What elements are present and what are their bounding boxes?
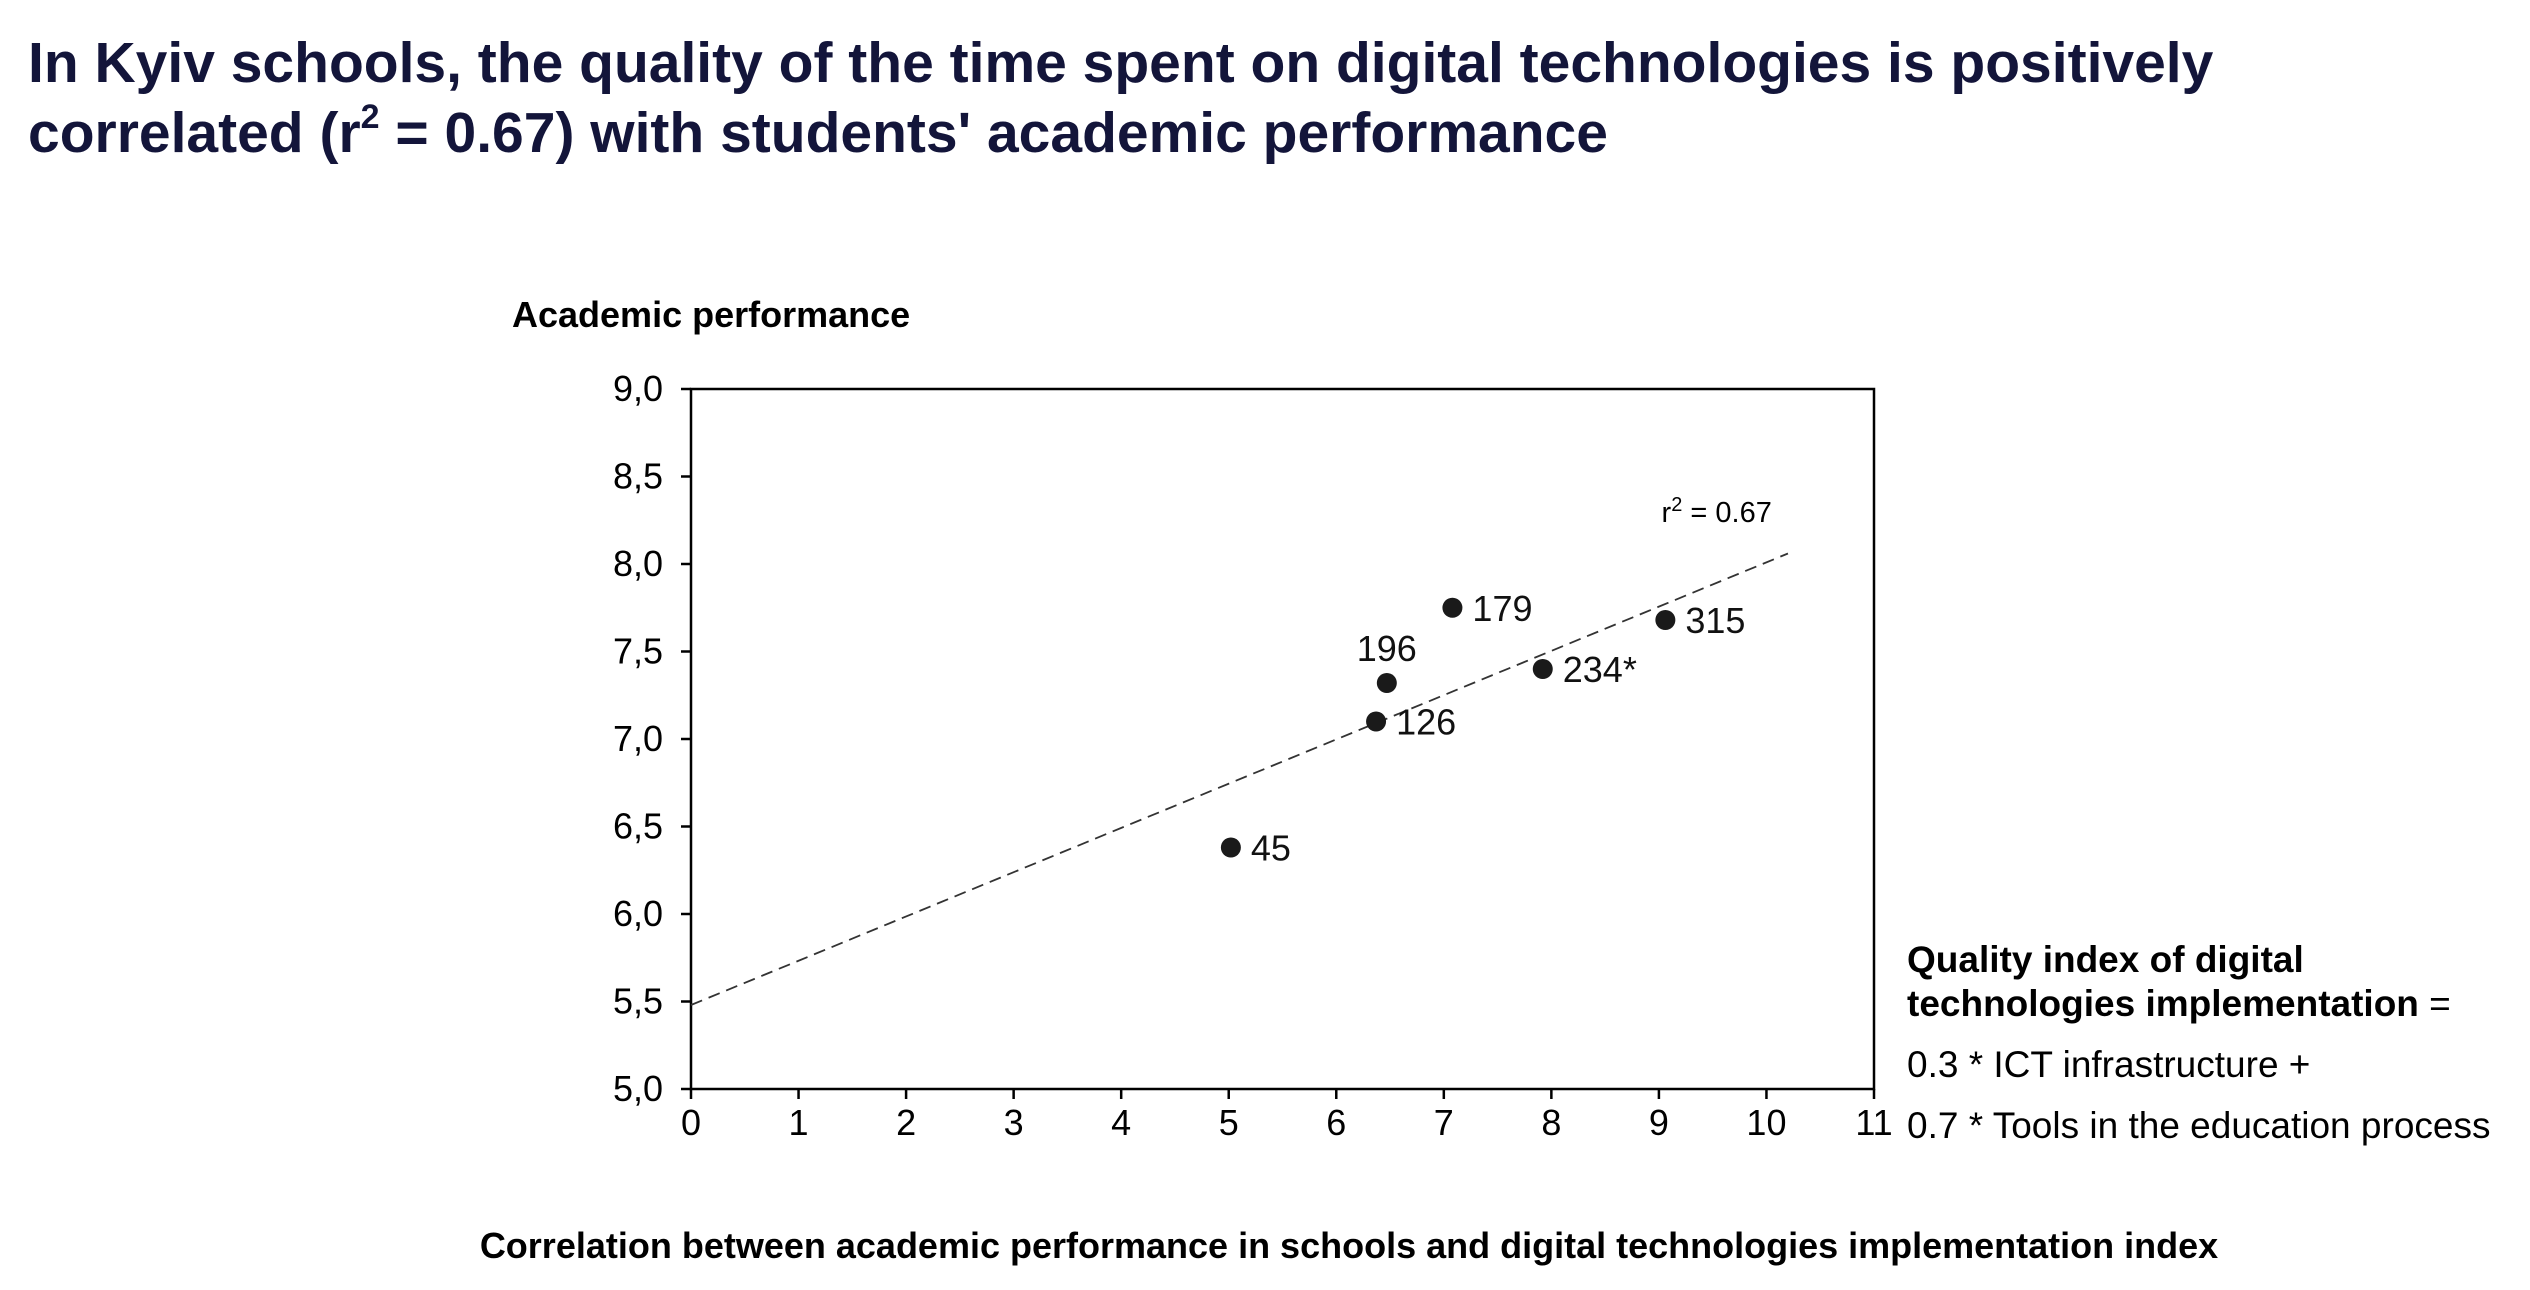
data-point [1442, 597, 1463, 618]
y-axis-title: Academic performance [512, 294, 910, 335]
headline-part2: = 0.67) with students' academic performa… [379, 101, 1608, 165]
y-tick-label: 8,0 [613, 543, 663, 584]
data-point [1532, 659, 1553, 679]
plot-border [689, 387, 1876, 1091]
data-points: 45 126 196 179 234* 315 [1220, 588, 1745, 869]
headline-part1: In Kyiv schools, the quality of the time… [28, 31, 2214, 165]
data-point-label: 45 [1251, 828, 1291, 869]
formula-line-2-rest: = [2418, 983, 2451, 1024]
data-point [1220, 837, 1241, 858]
formula-line-4: 0.7 * Tools in the education process [1907, 1105, 2491, 1146]
data-point-label: 179 [1472, 588, 1532, 629]
trendline-label-sup: 2 [1671, 494, 1682, 516]
data-point-label: 126 [1396, 702, 1456, 743]
plot-area [689, 387, 1876, 1091]
x-tick-label: 4 [1111, 1102, 1131, 1143]
data-point [1655, 610, 1676, 630]
x-tick-label: 9 [1649, 1102, 1669, 1143]
headline-title: In Kyiv schools, the quality of the time… [28, 28, 2478, 168]
x-tick-label: 8 [1541, 1102, 1561, 1143]
x-axis: 0 1 2 3 4 5 6 7 8 9 10 11 [681, 1089, 1893, 1143]
trendline-group: r2 = 0.67 [690, 494, 1789, 1006]
data-point-label: 234* [1563, 649, 1637, 690]
data-point [1366, 711, 1387, 732]
y-tick-label: 9,0 [613, 368, 663, 409]
x-tick-label: 11 [1855, 1102, 1892, 1143]
x-tick-label: 1 [789, 1102, 809, 1143]
y-tick-label: 7,5 [613, 631, 663, 672]
x-tick-label: 0 [681, 1102, 701, 1143]
y-axis: 5,0 5,5 6,0 6,5 7,0 7,5 8,0 8,5 9,0 [613, 368, 691, 1109]
trendline-label: r2 = 0.67 [1662, 494, 1772, 529]
x-tick-label: 10 [1746, 1102, 1786, 1143]
formula-line-3: 0.3 * ICT infrastructure + [1907, 1044, 2311, 1085]
x-tick-label: 5 [1219, 1102, 1239, 1143]
trendline-label-value: = 0.67 [1682, 497, 1772, 529]
trendline [690, 552, 1789, 1006]
data-point-label: 315 [1685, 600, 1745, 641]
x-tick-label: 7 [1434, 1102, 1454, 1143]
data-point [1376, 673, 1397, 693]
y-tick-label: 6,5 [613, 806, 663, 847]
formula-line-1: Quality index of digital [1907, 939, 2304, 980]
formula-line-2: technologies implementation = [1907, 982, 2451, 1026]
y-tick-label: 5,0 [613, 1068, 663, 1109]
headline-superscript: 2 [360, 98, 380, 136]
y-tick-label: 6,0 [613, 893, 663, 934]
x-tick-label: 3 [1004, 1102, 1024, 1143]
x-tick-label: 6 [1326, 1102, 1346, 1143]
x-tick-label: 2 [896, 1102, 916, 1143]
y-tick-label: 8,5 [613, 456, 663, 497]
y-tick-label: 5,5 [613, 981, 663, 1022]
formula-line-2-bold: technologies implementation [1907, 983, 2419, 1024]
data-point-label: 196 [1357, 628, 1417, 669]
trendline-label-r: r [1662, 497, 1672, 529]
y-tick-label: 7,0 [613, 718, 663, 759]
chart-title: Correlation between academic performance… [480, 1225, 2218, 1266]
